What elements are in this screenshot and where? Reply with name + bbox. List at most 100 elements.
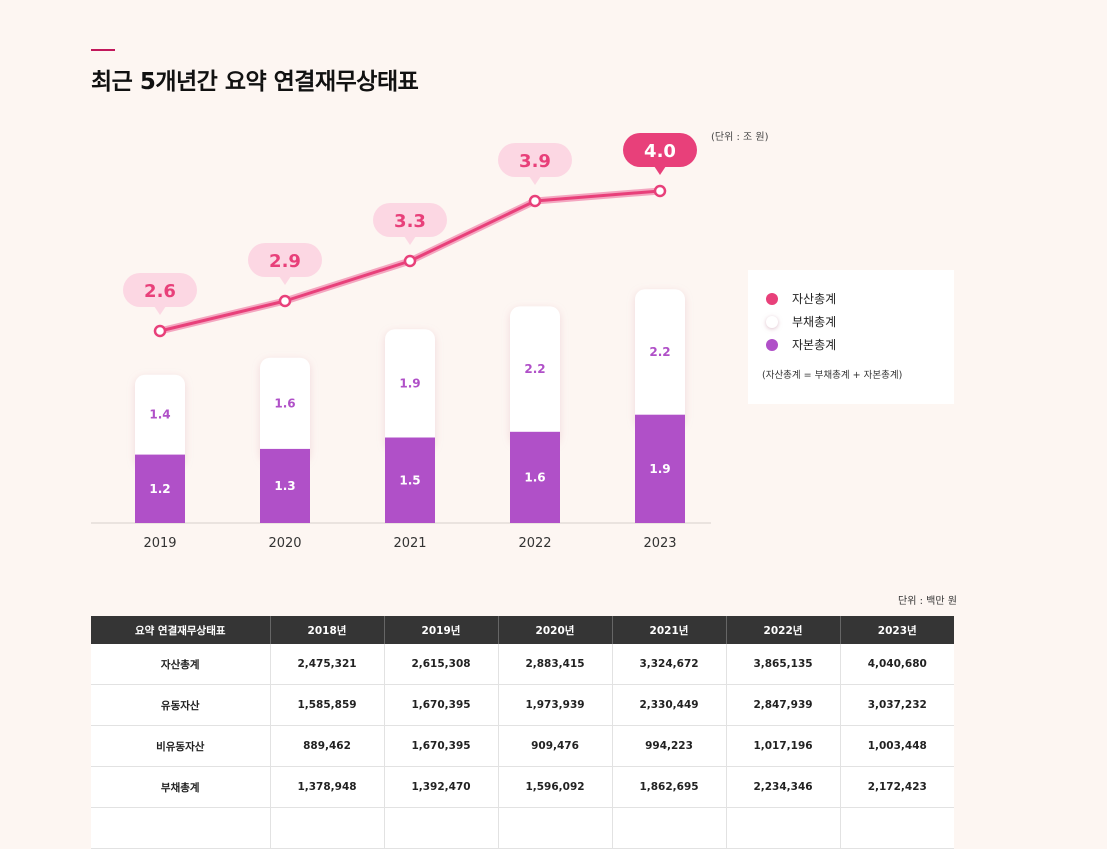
bar-liabilities bbox=[385, 329, 435, 450]
equity-data-label: 1.6 bbox=[524, 470, 545, 484]
table-cell bbox=[270, 807, 385, 849]
row-label: 유동자산 bbox=[91, 684, 271, 726]
row-label: 자산총계 bbox=[91, 644, 271, 685]
bar-equity bbox=[260, 448, 310, 523]
liabilities-data-label: 1.9 bbox=[399, 376, 420, 390]
page-title: 최근 5개년간 요약 연결재무상태표 bbox=[91, 69, 419, 95]
title-accent-bar bbox=[91, 49, 115, 51]
assets-value-bubble bbox=[123, 273, 197, 307]
table-cell: 2,615,308 bbox=[384, 644, 499, 685]
row-label bbox=[91, 807, 271, 849]
assets-value-bubble bbox=[498, 143, 572, 177]
x-tick-label: 2019 bbox=[143, 536, 176, 551]
table-cell: 4,040,680 bbox=[840, 644, 954, 685]
table-cell: 2,475,321 bbox=[270, 644, 385, 685]
table-row: 비유동자산 889,462 1,670,395 909,476 994,223 … bbox=[91, 725, 954, 767]
legend-item-liabilities: 부채총계 bbox=[766, 313, 836, 330]
x-tick-label: 2021 bbox=[393, 536, 426, 551]
table-cell: 1,378,948 bbox=[270, 766, 385, 808]
assets-data-label: 2.9 bbox=[269, 251, 301, 272]
legend-label-equity: 자본총계 bbox=[792, 338, 837, 352]
assets-value-bubble bbox=[623, 133, 697, 167]
legend-label-assets: 자산총계 bbox=[792, 292, 837, 306]
chart-legend: 자산총계 부채총계 자본총계 (자산총계 = 부채총계 + 자본총계) bbox=[748, 270, 954, 404]
assets-data-label: 4.0 bbox=[644, 141, 676, 162]
financial-table: 요약 연결재무상태표 2018년 2019년 2020년 2021년 2022년… bbox=[91, 616, 954, 849]
assets-data-label: 2.6 bbox=[144, 281, 176, 302]
table-header: 2022년 bbox=[726, 616, 841, 644]
assets-data-label: 3.3 bbox=[394, 211, 426, 232]
table-row: 부채총계 1,378,948 1,392,470 1,596,092 1,862… bbox=[91, 766, 954, 808]
table-cell bbox=[384, 807, 499, 849]
assets-bubble-pointer bbox=[279, 276, 291, 285]
table-cell: 2,172,423 bbox=[840, 766, 954, 808]
table-cell bbox=[840, 807, 954, 849]
table-cell: 2,234,346 bbox=[726, 766, 841, 808]
table-header: 2021년 bbox=[612, 616, 727, 644]
bar-equity bbox=[510, 431, 560, 523]
x-tick-label: 2020 bbox=[268, 536, 301, 551]
liabilities-data-label: 1.4 bbox=[149, 408, 170, 422]
assets-bubble-pointer bbox=[529, 176, 541, 185]
row-label: 부채총계 bbox=[91, 766, 271, 808]
bar-liabilities bbox=[510, 306, 560, 444]
assets-point bbox=[278, 294, 292, 308]
legend-label-liabilities: 부채총계 bbox=[792, 315, 837, 329]
legend-item-assets: 자산총계 bbox=[766, 290, 836, 307]
assets-bubble-pointer bbox=[404, 236, 416, 245]
assets-value-bubble bbox=[373, 203, 447, 237]
table-cell: 3,865,135 bbox=[726, 644, 841, 685]
table-header: 2020년 bbox=[498, 616, 613, 644]
table-row: 유동자산 1,585,859 1,670,395 1,973,939 2,330… bbox=[91, 684, 954, 726]
table-cell: 2,330,449 bbox=[612, 684, 727, 726]
table-row: 자산총계 2,475,321 2,615,308 2,883,415 3,324… bbox=[91, 644, 954, 685]
table-header-row: 요약 연결재무상태표 2018년 2019년 2020년 2021년 2022년… bbox=[91, 616, 954, 644]
table-header: 2019년 bbox=[384, 616, 499, 644]
assets-point bbox=[528, 194, 542, 208]
table-cell: 1,017,196 bbox=[726, 725, 841, 767]
assets-bubble-pointer bbox=[154, 306, 166, 315]
table-cell bbox=[726, 807, 841, 849]
x-tick-label: 2023 bbox=[643, 536, 676, 551]
table-cell: 3,324,672 bbox=[612, 644, 727, 685]
table-cell: 994,223 bbox=[612, 725, 727, 767]
table-cell: 909,476 bbox=[498, 725, 613, 767]
liabilities-data-label: 2.2 bbox=[524, 362, 545, 376]
table-cell: 3,037,232 bbox=[840, 684, 954, 726]
assets-point bbox=[153, 324, 167, 338]
chart-unit-label: (단위 : 조 원) bbox=[711, 132, 769, 143]
table-cell: 1,862,695 bbox=[612, 766, 727, 808]
legend-dot-assets bbox=[766, 292, 778, 305]
stacked-bar-line-chart: 1.4 1.2 1.6 1.3 1.9 1.5 2.2 1.6 2.2 1.9 2019 2020 2… bbox=[91, 133, 711, 551]
liabilities-data-label: 1.6 bbox=[274, 396, 295, 410]
assets-point bbox=[403, 254, 417, 268]
equity-data-label: 1.3 bbox=[274, 479, 295, 493]
x-tick-label: 2022 bbox=[518, 536, 551, 551]
equity-data-label: 1.2 bbox=[149, 482, 170, 496]
row-label: 비유동자산 bbox=[91, 725, 271, 767]
liabilities-data-label: 2.2 bbox=[649, 345, 670, 359]
equity-data-label: 1.9 bbox=[649, 462, 670, 476]
assets-data-label: 3.9 bbox=[519, 151, 551, 172]
table-cell: 1,670,395 bbox=[384, 684, 499, 726]
bar-liabilities bbox=[635, 289, 685, 427]
table-cell: 1,596,092 bbox=[498, 766, 613, 808]
table-cell: 1,003,448 bbox=[840, 725, 954, 767]
legend-note: (자산총계 = 부채총계 + 자본총계) bbox=[762, 370, 903, 381]
table-cell bbox=[612, 807, 727, 849]
bar-equity bbox=[635, 414, 685, 523]
table-cell: 2,847,939 bbox=[726, 684, 841, 726]
legend-item-equity: 자본총계 bbox=[766, 336, 836, 353]
equity-data-label: 1.5 bbox=[399, 473, 420, 487]
assets-bubble-pointer bbox=[654, 166, 666, 175]
legend-dot-liabilities bbox=[766, 315, 778, 328]
table-cell: 889,462 bbox=[270, 725, 385, 767]
table-cell: 2,883,415 bbox=[498, 644, 613, 685]
bar-equity bbox=[135, 454, 185, 523]
table-cell: 1,392,470 bbox=[384, 766, 499, 808]
table-cell: 1,585,859 bbox=[270, 684, 385, 726]
table-cell: 1,973,939 bbox=[498, 684, 613, 726]
table-cell: 1,670,395 bbox=[384, 725, 499, 767]
table-header: 요약 연결재무상태표 bbox=[91, 616, 271, 644]
table-cell bbox=[498, 807, 613, 849]
